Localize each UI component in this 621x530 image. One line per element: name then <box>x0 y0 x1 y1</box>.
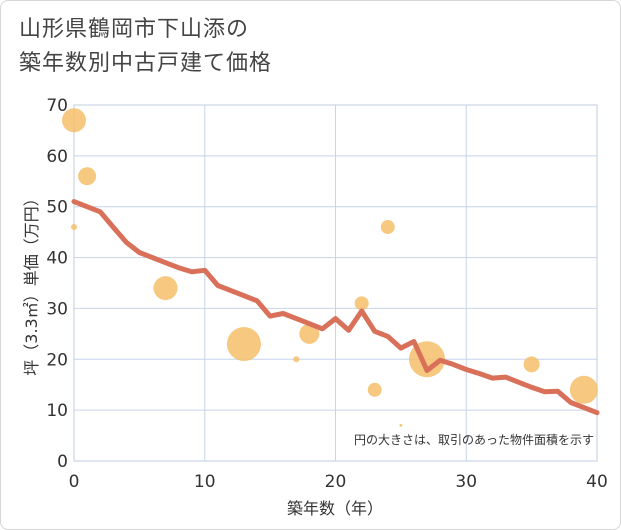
x-tick-label: 30 <box>455 472 477 492</box>
x-tick-label: 40 <box>586 472 608 492</box>
y-tick-label: 60 <box>46 147 68 167</box>
y-tick-label: 10 <box>46 401 68 421</box>
bubble-point <box>523 356 540 373</box>
bubble-point <box>71 224 77 231</box>
x-axis-label: 築年数（年） <box>287 499 383 518</box>
gridlines <box>74 105 597 461</box>
x-tick-label: 20 <box>325 472 347 492</box>
y-axis-label: 坪（3.3㎡）単価（万円） <box>22 190 41 375</box>
bubble-point <box>569 375 598 404</box>
bubble-point <box>299 323 320 344</box>
bubble-point <box>380 220 395 235</box>
y-tick-label: 0 <box>57 452 68 472</box>
trend-series <box>71 199 600 416</box>
y-tick-label: 40 <box>46 249 68 269</box>
trend-line <box>71 199 600 416</box>
bubble-point <box>293 356 300 363</box>
bubble-point <box>367 382 382 397</box>
bubble-point <box>226 327 261 362</box>
axis-ticks: 0 10 20 30 40 0 10 20 30 40 50 60 70 <box>46 96 607 492</box>
y-tick-label: 30 <box>46 299 68 319</box>
bubble-point <box>78 167 97 186</box>
bubble-point <box>153 276 178 301</box>
bubble-point <box>62 108 86 133</box>
y-tick-label: 50 <box>46 198 68 218</box>
y-tick-label: 70 <box>46 96 68 116</box>
chart-title-line-1: 山形県鶴岡市下山添の <box>19 17 250 42</box>
x-tick-label: 0 <box>69 472 80 492</box>
bubble-series <box>62 108 598 427</box>
chart-title: 山形県鶴岡市下山添の 築年数別中古戸建て価格 <box>19 13 272 81</box>
size-note: 円の大きさは、取引のあった物件面積を示す <box>354 432 594 447</box>
y-tick-label: 20 <box>46 350 68 370</box>
x-tick-label: 10 <box>194 472 216 492</box>
bubble-point <box>399 423 403 427</box>
chart-title-line-2: 築年数別中古戸建て価格 <box>19 51 273 76</box>
bubble-point <box>354 296 369 311</box>
